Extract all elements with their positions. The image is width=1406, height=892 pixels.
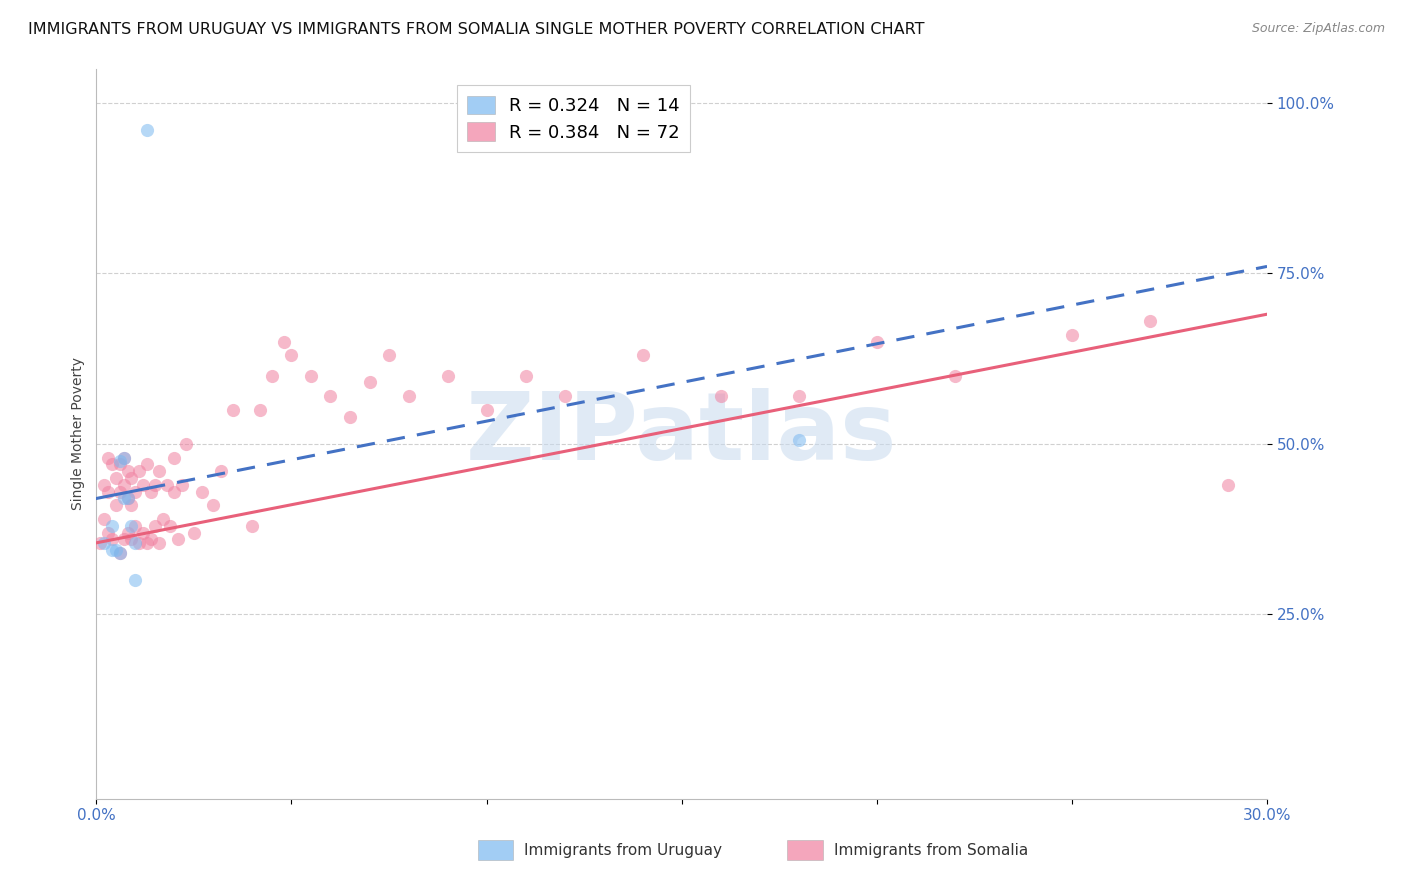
Point: [89, 536, 111, 550]
Point: [359, 376, 381, 390]
Point: [101, 542, 124, 557]
Point: [112, 533, 135, 547]
Point: [174, 437, 197, 451]
Point: [378, 348, 401, 362]
Text: Source: ZipAtlas.com: Source: ZipAtlas.com: [1251, 22, 1385, 36]
Point: [112, 450, 135, 465]
Point: [1060, 327, 1083, 342]
Point: [132, 525, 155, 540]
Point: [108, 484, 131, 499]
Point: [139, 533, 162, 547]
Point: [124, 574, 146, 588]
Point: [436, 368, 458, 383]
Point: [108, 458, 131, 472]
Point: [117, 464, 139, 478]
Point: [515, 368, 537, 383]
Point: [124, 518, 146, 533]
Point: [202, 498, 225, 512]
Point: [132, 478, 155, 492]
Point: [787, 389, 810, 403]
Point: [93, 536, 115, 550]
Point: [167, 533, 190, 547]
Point: [117, 491, 139, 506]
Point: [117, 491, 139, 506]
Point: [108, 546, 131, 560]
Point: [152, 512, 174, 526]
Text: ZIPatlas: ZIPatlas: [465, 388, 897, 480]
Point: [104, 542, 127, 557]
Point: [273, 334, 295, 349]
Point: [143, 478, 166, 492]
Point: [163, 450, 186, 465]
Point: [108, 546, 131, 560]
Point: [117, 525, 139, 540]
Point: [183, 525, 205, 540]
Point: [97, 484, 120, 499]
Point: [190, 484, 212, 499]
Point: [866, 334, 889, 349]
Text: Immigrants from Uruguay: Immigrants from Uruguay: [524, 843, 723, 857]
Point: [159, 518, 181, 533]
Point: [710, 389, 733, 403]
Point: [631, 348, 654, 362]
Point: [136, 123, 159, 137]
Y-axis label: Single Mother Poverty: Single Mother Poverty: [72, 357, 86, 510]
Point: [155, 478, 177, 492]
Point: [93, 478, 115, 492]
Point: [112, 450, 135, 465]
Point: [143, 518, 166, 533]
Point: [1139, 314, 1161, 328]
Point: [163, 484, 186, 499]
Point: [101, 533, 124, 547]
Point: [121, 518, 143, 533]
Point: [112, 478, 135, 492]
Point: [104, 498, 127, 512]
Point: [104, 471, 127, 485]
Point: [280, 348, 302, 362]
Point: [172, 478, 194, 492]
Point: [148, 536, 170, 550]
Point: [1216, 478, 1239, 492]
Legend: R = 0.324   N = 14, R = 0.384   N = 72: R = 0.324 N = 14, R = 0.384 N = 72: [457, 85, 690, 153]
Point: [93, 512, 115, 526]
Point: [249, 402, 271, 417]
Point: [121, 533, 143, 547]
Point: [136, 536, 159, 550]
Point: [260, 368, 283, 383]
Point: [97, 450, 120, 465]
Point: [97, 525, 120, 540]
Point: [319, 389, 342, 403]
Point: [222, 402, 245, 417]
Point: [136, 458, 159, 472]
Point: [139, 484, 162, 499]
Point: [339, 409, 361, 424]
Point: [124, 536, 146, 550]
Point: [787, 434, 810, 448]
Point: [101, 518, 124, 533]
Point: [148, 464, 170, 478]
Point: [112, 491, 135, 506]
Text: Immigrants from Somalia: Immigrants from Somalia: [834, 843, 1028, 857]
Point: [209, 464, 232, 478]
Point: [101, 458, 124, 472]
Point: [475, 402, 498, 417]
Point: [124, 484, 146, 499]
Point: [943, 368, 966, 383]
Point: [121, 498, 143, 512]
Point: [554, 389, 576, 403]
Point: [108, 454, 131, 468]
Point: [242, 518, 264, 533]
Point: [121, 471, 143, 485]
Text: IMMIGRANTS FROM URUGUAY VS IMMIGRANTS FROM SOMALIA SINGLE MOTHER POVERTY CORRELA: IMMIGRANTS FROM URUGUAY VS IMMIGRANTS FR…: [28, 22, 925, 37]
Point: [299, 368, 322, 383]
Point: [128, 464, 150, 478]
Point: [398, 389, 420, 403]
Point: [128, 536, 150, 550]
